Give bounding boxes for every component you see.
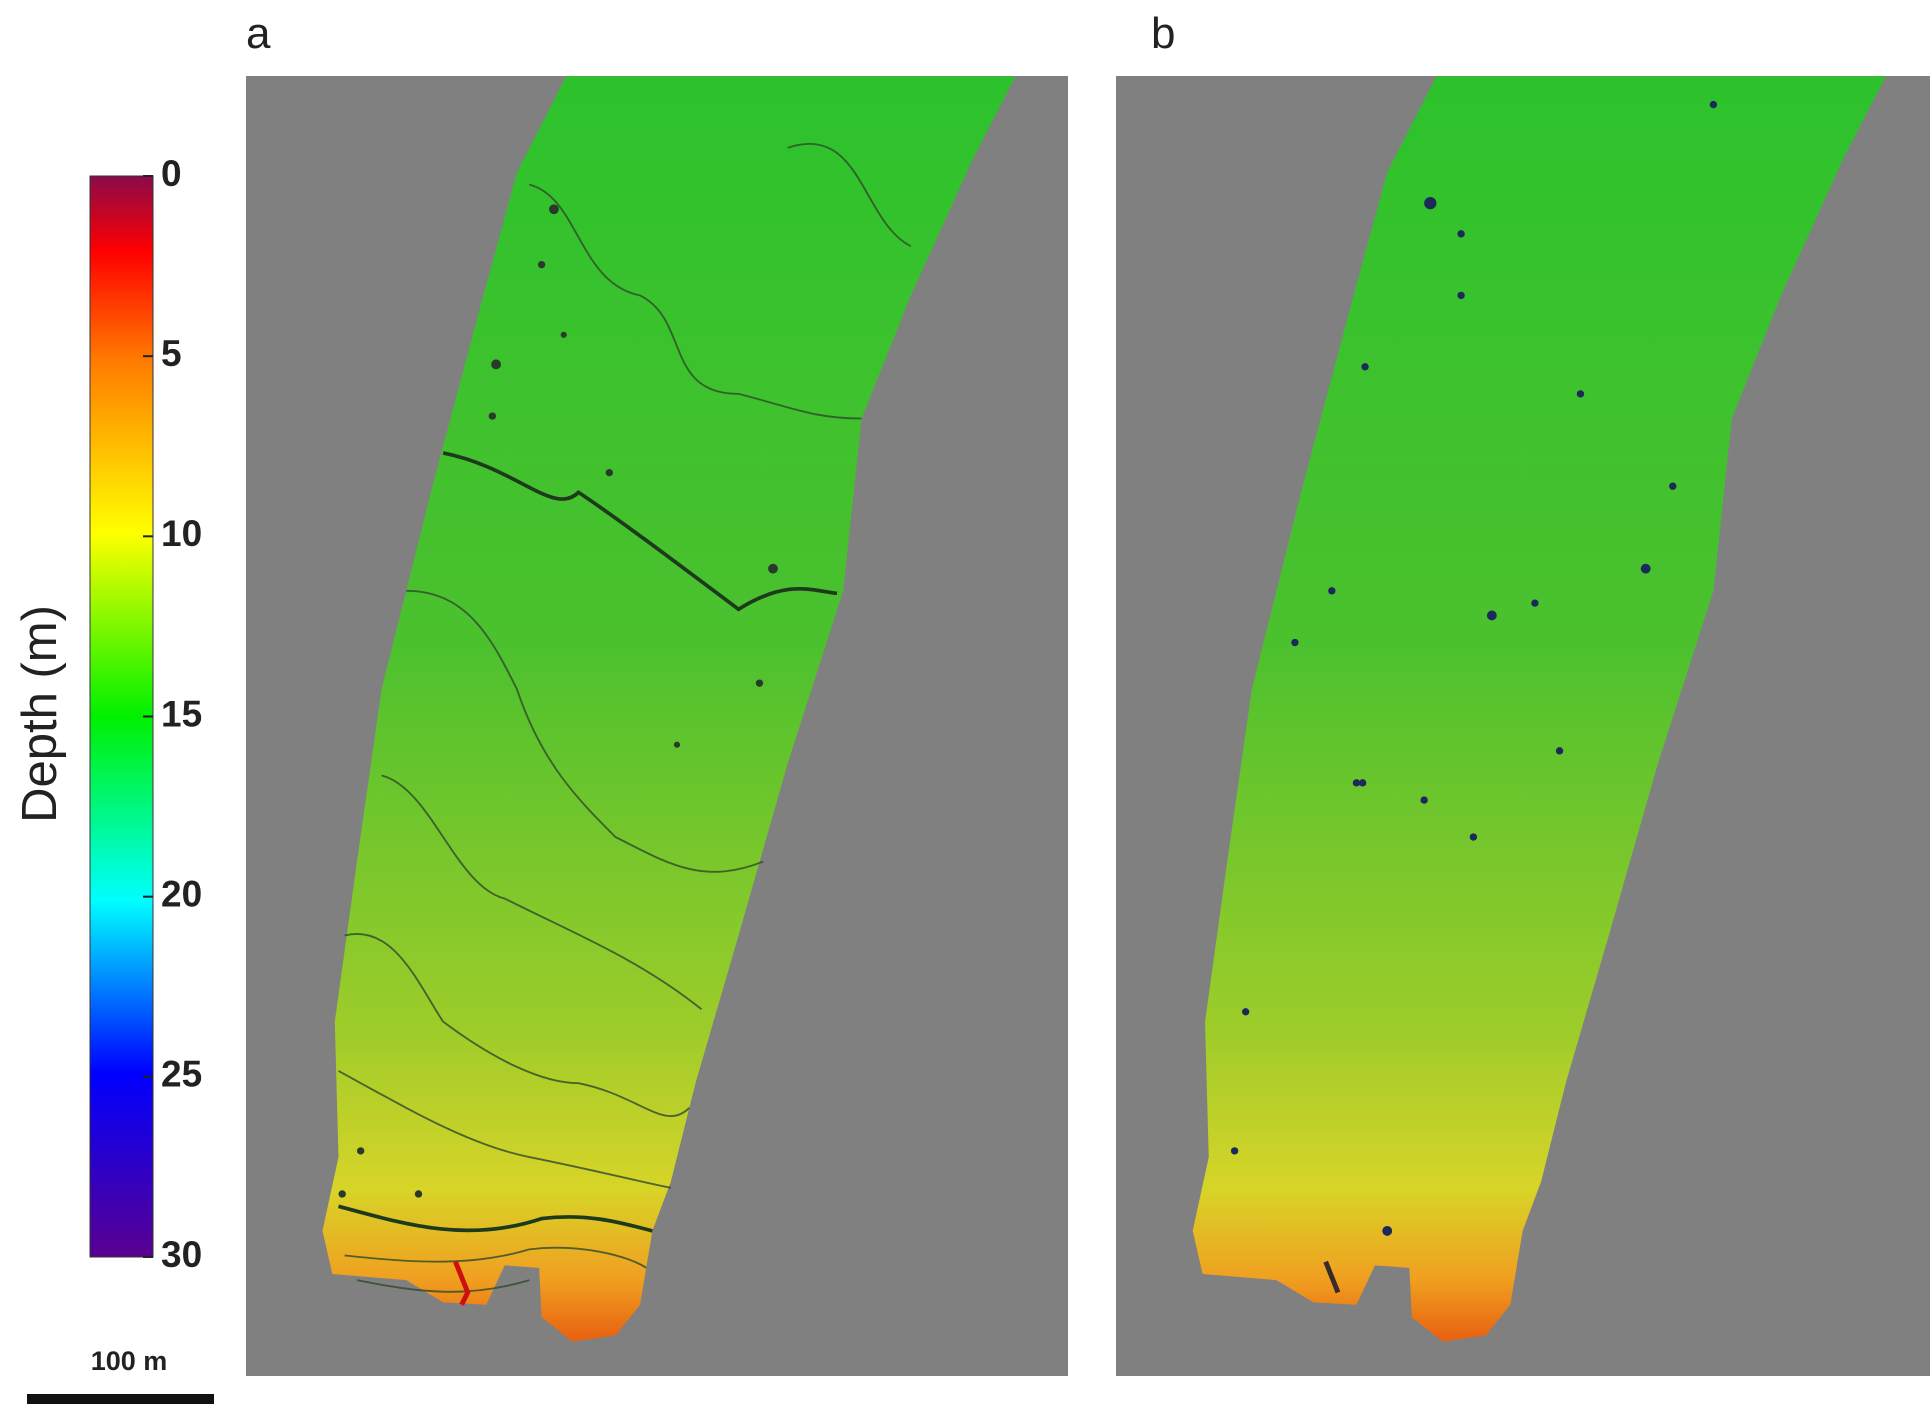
colorbar-tick-label: 5 [161, 333, 182, 374]
panel-label: a [246, 9, 271, 58]
page: {"panels": [{"label": "a"}, {"label": "b… [0, 0, 1930, 1404]
figure: a b 0 5 10 15 20 25 30 Depth (m) 100 m [0, 0, 1930, 1404]
colorbar-tick-label: 25 [161, 1054, 202, 1095]
colorbar-tick-label: 10 [161, 513, 202, 554]
scale-bar-label: 100 m [91, 1346, 168, 1376]
colorbar-tick-label: 30 [161, 1234, 202, 1275]
colorbar-tick-label: 0 [161, 153, 182, 194]
scale-bar [27, 1394, 214, 1404]
panel-label: b [1151, 9, 1175, 58]
colorbar-label: Depth (m) [13, 605, 67, 823]
colorbar-tick-label: 20 [161, 873, 202, 914]
colorbar-tick-label: 15 [161, 693, 202, 734]
